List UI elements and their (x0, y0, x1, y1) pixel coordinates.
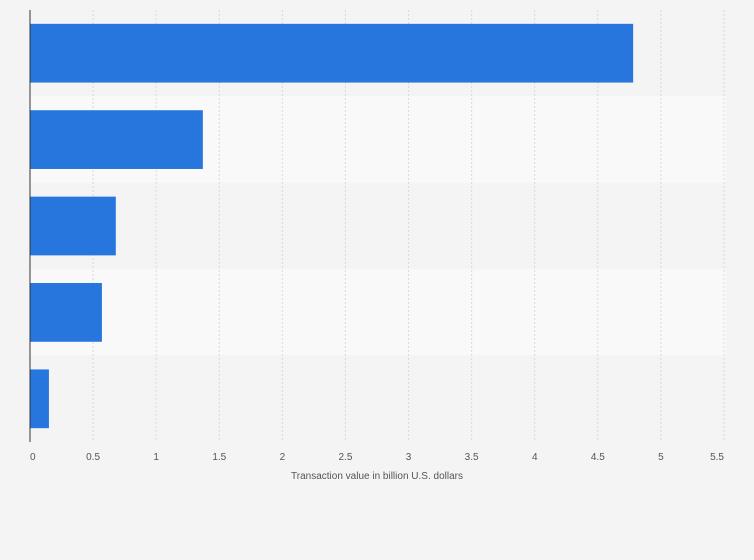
row-band (30, 269, 726, 356)
row-bands (30, 10, 726, 442)
row-band (30, 355, 726, 442)
bar[interactable] (30, 110, 203, 169)
bar[interactable] (30, 23, 634, 83)
x-tick-label: 1.5 (212, 452, 226, 463)
x-tick-label: 4.5 (591, 452, 605, 463)
x-tick-label: 2 (280, 452, 286, 463)
x-tick-label: 0 (30, 452, 36, 463)
bars (30, 23, 634, 429)
x-tick-labels: 0 0.5 1 1.5 2 2.5 3 3.5 4 4.5 5 5.5 (30, 452, 724, 463)
bar[interactable] (30, 283, 102, 342)
x-tick-label: 5.5 (710, 452, 724, 463)
x-tick-label: 0.5 (86, 452, 100, 463)
x-tick-label: 3 (406, 452, 412, 463)
x-tick-label: 3.5 (465, 452, 479, 463)
x-axis-title: Transaction value in billion U.S. dollar… (291, 471, 463, 482)
x-tick-label: 2.5 (339, 452, 353, 463)
x-tick-label: 5 (658, 452, 664, 463)
bar[interactable] (30, 196, 116, 256)
x-tick-label: 4 (532, 452, 538, 463)
row-band (30, 182, 726, 270)
x-tick-label: 1 (153, 452, 159, 463)
bar[interactable] (30, 369, 49, 429)
